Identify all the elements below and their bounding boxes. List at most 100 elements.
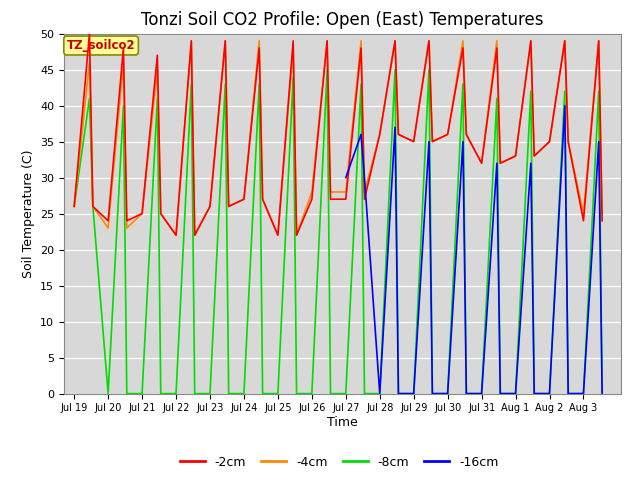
-8cm [292,391,300,396]
-4cm [546,139,554,144]
-2cm [580,218,588,224]
-4cm [221,38,229,44]
-8cm [527,88,534,94]
-2cm [104,218,112,224]
-4cm [188,38,195,44]
-8cm [595,88,603,94]
-4cm [308,189,316,195]
-4cm [444,132,451,137]
-8cm [326,391,334,396]
Text: TZ_soilco2: TZ_soilco2 [67,39,136,52]
-8cm [477,391,485,396]
-4cm [154,67,161,72]
-8cm [376,391,383,396]
-16cm [561,103,568,108]
-8cm [561,88,568,94]
-16cm [357,132,365,137]
-2cm [255,45,263,51]
-2cm [157,211,164,216]
-2cm [240,196,248,202]
-8cm [598,391,606,396]
-4cm [410,139,417,144]
-4cm [425,38,433,44]
-16cm [598,391,606,396]
-16cm [546,391,554,396]
-2cm [225,204,232,209]
-4cm [123,225,131,231]
-8cm [191,391,198,396]
Line: -16cm: -16cm [346,106,602,394]
-4cm [225,204,232,209]
-4cm [326,189,334,195]
-16cm [497,391,504,396]
-8cm [154,96,161,101]
-4cm [240,196,248,202]
Title: Tonzi Soil CO2 Profile: Open (East) Temperatures: Tonzi Soil CO2 Profile: Open (East) Temp… [141,11,543,29]
-2cm [188,38,195,44]
-8cm [274,391,282,396]
-2cm [376,132,383,137]
-8cm [206,391,214,396]
-8cm [172,391,180,396]
-2cm [391,38,399,44]
-2cm [360,196,368,202]
-8cm [70,204,78,209]
-4cm [531,153,538,159]
-2cm [342,196,349,202]
-8cm [157,391,164,396]
-4cm [477,160,485,166]
-8cm [104,391,112,396]
-8cm [531,391,538,396]
-8cm [395,391,403,396]
-2cm [289,38,297,44]
-2cm [154,52,161,58]
-16cm [459,139,467,144]
-16cm [477,391,485,396]
Line: -4cm: -4cm [74,41,602,235]
-8cm [444,391,451,396]
-4cm [360,189,368,195]
-2cm [308,196,316,202]
-4cm [493,38,500,44]
-4cm [274,232,282,238]
-8cm [564,391,572,396]
-8cm [410,391,417,396]
-4cm [561,38,568,44]
-16cm [360,175,368,180]
-4cm [104,225,112,231]
-2cm [546,139,554,144]
-16cm [425,139,433,144]
-8cm [497,391,504,396]
-16cm [580,391,588,396]
-16cm [493,160,500,166]
-2cm [493,45,500,51]
-4cm [120,60,127,65]
-8cm [259,391,266,396]
X-axis label: Time: Time [327,416,358,429]
-16cm [463,391,470,396]
-8cm [86,96,93,101]
-4cm [598,211,606,216]
-4cm [527,38,534,44]
-4cm [292,232,300,238]
-16cm [512,391,520,396]
-16cm [429,391,436,396]
-16cm [564,391,572,396]
-4cm [86,60,93,65]
-2cm [172,232,180,238]
Line: -8cm: -8cm [74,70,602,394]
-4cm [459,38,467,44]
-16cm [391,124,399,130]
-2cm [425,38,433,44]
-8cm [120,103,127,108]
-2cm [86,31,93,36]
-8cm [89,204,97,209]
-4cm [255,38,263,44]
-8cm [512,391,520,396]
-8cm [308,391,316,396]
-8cm [459,81,467,87]
-16cm [527,160,534,166]
-2cm [444,132,451,137]
-2cm [326,196,334,202]
-4cm [289,45,297,51]
